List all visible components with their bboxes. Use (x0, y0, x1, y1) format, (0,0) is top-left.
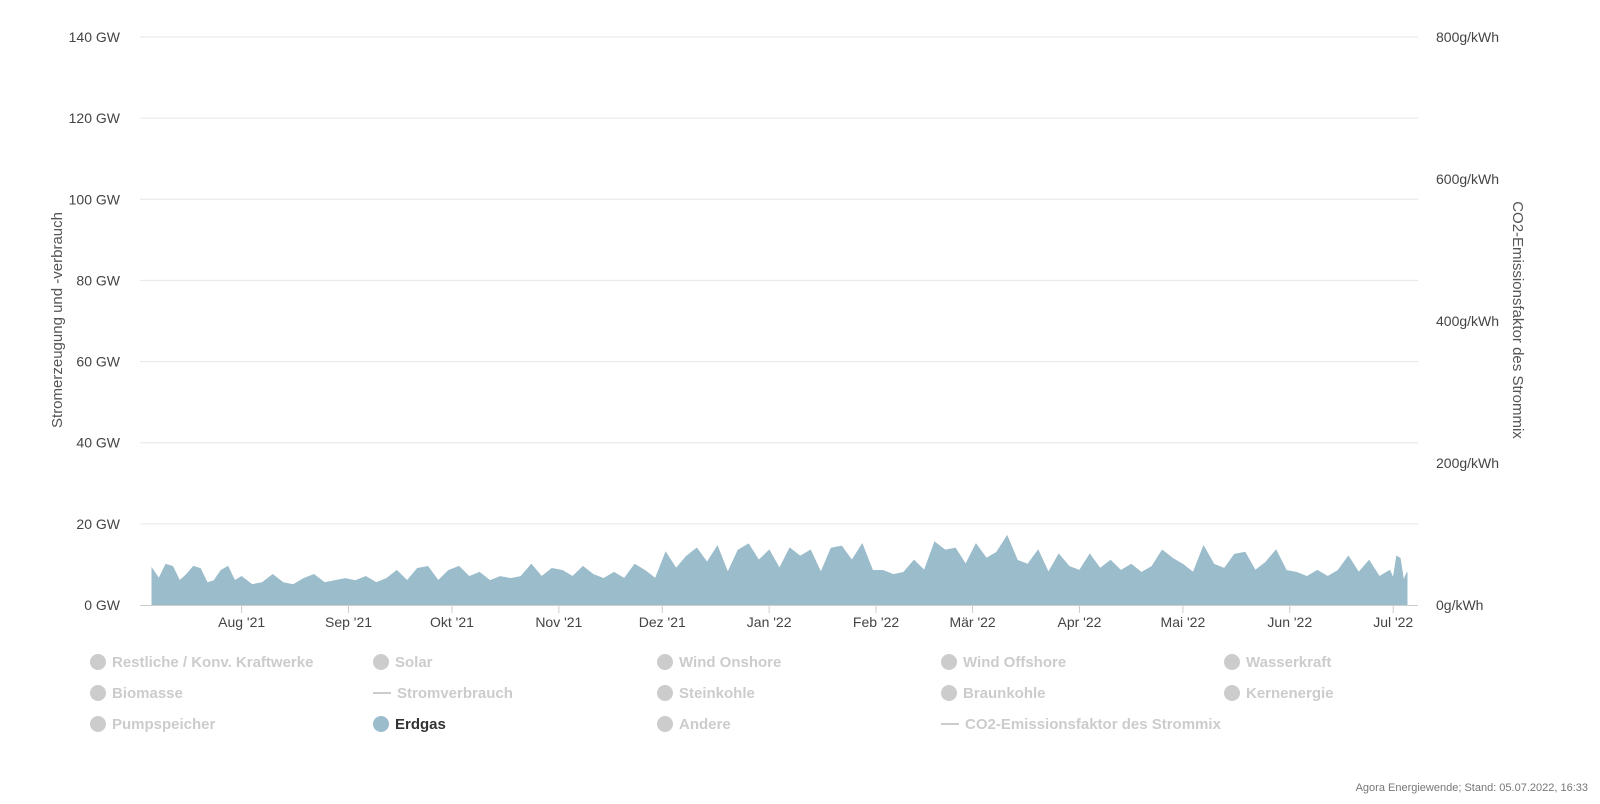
legend-label: Kernenergie (1246, 684, 1334, 702)
legend-item[interactable]: Wind Offshore (941, 650, 1066, 674)
right-tick-label: 600g/kWh (1436, 171, 1499, 187)
left-axis-title: Stromerzeugung und -verbrauch (49, 212, 66, 428)
x-tick-label: Apr '22 (1057, 614, 1101, 630)
legend-label: Erdgas (395, 715, 446, 733)
legend-item[interactable]: Kernenergie (1224, 681, 1334, 705)
legend-item[interactable]: Restliche / Konv. Kraftwerke (90, 650, 313, 674)
left-tick-label: 100 GW (69, 191, 121, 207)
legend-item[interactable]: CO2-Emissionsfaktor des Strommix (941, 712, 1221, 736)
legend-item[interactable]: Erdgas (373, 712, 446, 736)
legend-label: Restliche / Konv. Kraftwerke (112, 653, 314, 671)
x-tick-label: Okt '21 (430, 614, 474, 630)
legend-dot-icon (90, 716, 106, 732)
left-tick-label: 80 GW (76, 272, 120, 288)
x-tick-label: Nov '21 (535, 614, 582, 630)
legend-item[interactable]: Andere (657, 712, 731, 736)
legend-item[interactable]: Pumpspeicher (90, 712, 215, 736)
legend-label: Wasserkraft (1246, 653, 1332, 671)
left-y-axis: 0 GW 20 GW 40 GW 60 GW 80 GW 100 GW 120 GW 140 … (69, 29, 121, 613)
legend-dot-icon (373, 654, 389, 670)
legend-dot-icon (1224, 654, 1240, 670)
legend-item[interactable]: Braunkohle (941, 681, 1046, 705)
right-y-axis: 0g/kWh 200g/kWh 400g/kWh 600g/kWh 800g/kWh (1436, 29, 1499, 613)
x-tick-label: Jan '22 (747, 614, 792, 630)
legend-label: Stromverbrauch (397, 684, 513, 702)
right-tick-label: 800g/kWh (1436, 29, 1499, 45)
legend-dot-icon (941, 685, 957, 701)
x-tick-label: Jul '22 (1373, 614, 1413, 630)
left-tick-label: 60 GW (76, 354, 120, 370)
right-axis-title: CO2-Emissionsfaktor des Strommix (1509, 201, 1526, 439)
credits[interactable]: Agora Energiewende; Stand: 05.07.2022, 1… (1355, 782, 1588, 794)
legend-dot-icon (657, 716, 673, 732)
legend-label: Steinkohle (679, 684, 755, 702)
left-tick-label: 20 GW (76, 516, 120, 532)
legend-label: CO2-Emissionsfaktor des Strommix (965, 715, 1221, 733)
legend-dot-icon (941, 654, 957, 670)
legend-dot-icon (1224, 685, 1240, 701)
legend-label: Solar (395, 653, 433, 671)
legend-item[interactable]: Solar (373, 650, 433, 674)
left-tick-label: 140 GW (69, 29, 121, 45)
chart: Aug '21 Sep '21 Okt '21 Nov '21 Dez '21 Jan '… (49, 29, 1526, 630)
x-tick-label: Feb '22 (853, 614, 899, 630)
legend-label: Wind Onshore (679, 653, 782, 671)
legend-label: Biomasse (112, 684, 183, 702)
left-tick-label: 120 GW (69, 110, 121, 126)
left-tick-label: 0 GW (84, 597, 121, 613)
legend-item[interactable]: Biomasse (90, 681, 183, 705)
legend-item[interactable]: Steinkohle (657, 681, 755, 705)
x-axis: Aug '21 Sep '21 Okt '21 Nov '21 Dez '21 Jan '… (140, 605, 1418, 630)
right-tick-label: 200g/kWh (1436, 455, 1499, 471)
left-tick-label: 40 GW (76, 435, 120, 451)
series-area-layer (151, 534, 1408, 606)
right-tick-label: 400g/kWh (1436, 313, 1499, 329)
x-tick-label: Dez '21 (639, 614, 686, 630)
legend-item[interactable]: Wasserkraft (1224, 650, 1331, 674)
legend-label: Wind Offshore (963, 653, 1067, 671)
right-tick-label: 0g/kWh (1436, 597, 1483, 613)
x-tick-label: Mär '22 (949, 614, 995, 630)
legend-dot-icon (373, 716, 389, 732)
legend-dot-icon (90, 685, 106, 701)
legend-dot-icon (657, 654, 673, 670)
legend-label: Pumpspeicher (112, 715, 216, 733)
x-tick-label: Aug '21 (218, 614, 265, 630)
series-area-erdgas[interactable] (151, 534, 1408, 606)
legend-label: Braunkohle (963, 684, 1046, 702)
legend-line-icon (373, 692, 391, 694)
grid-lines (140, 36, 1418, 525)
legend-item[interactable]: Stromverbrauch (373, 681, 513, 705)
legend-dot-icon (657, 685, 673, 701)
x-tick-label: Mai '22 (1161, 614, 1206, 630)
legend-dot-icon (90, 654, 106, 670)
legend-line-icon (941, 723, 959, 725)
legend-item[interactable]: Wind Onshore (657, 650, 781, 674)
legend-label: Andere (679, 715, 731, 733)
x-tick-label: Sep '21 (325, 614, 372, 630)
x-tick-label: Jun '22 (1267, 614, 1312, 630)
